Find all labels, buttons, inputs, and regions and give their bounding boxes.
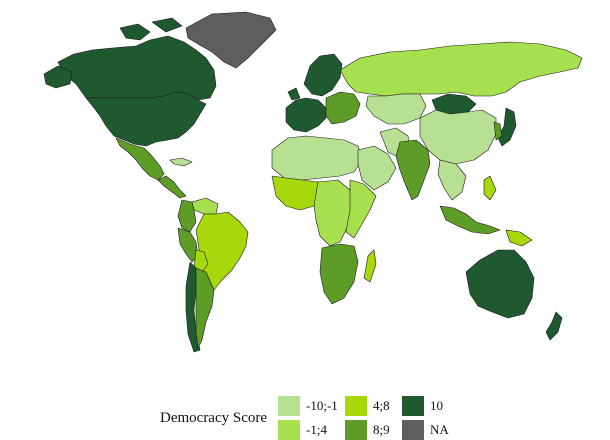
region-western-europe	[285, 87, 327, 133]
region-indonesia	[439, 205, 501, 235]
region-philippines	[483, 175, 497, 201]
region-central-america	[157, 175, 187, 199]
legend-swatch-5	[402, 396, 424, 416]
region-eastern-europe	[325, 91, 361, 125]
legend-title: Democracy Score	[160, 410, 268, 426]
region-usa	[43, 65, 207, 147]
region-venezuela	[191, 197, 219, 215]
region-cuba	[169, 157, 193, 167]
region-colombia	[177, 199, 197, 233]
region-russia	[339, 41, 583, 97]
region-scandinavia	[303, 53, 343, 97]
region-central-asia	[365, 93, 427, 125]
legend-label-3: 4;8	[373, 398, 390, 413]
region-greenland	[185, 11, 277, 69]
region-southern-africa	[319, 243, 359, 305]
region-bolivia	[193, 249, 209, 273]
region-north-africa	[271, 135, 363, 181]
region-arabian-peninsula	[357, 145, 397, 191]
region-india	[395, 139, 431, 201]
legend-swatch-1	[278, 396, 300, 416]
legend-swatch-4	[345, 420, 367, 440]
region-central-africa	[313, 179, 353, 247]
region-papua-new-guinea	[505, 229, 533, 247]
legend-swatch-3	[345, 396, 367, 416]
region-east-africa	[345, 179, 377, 239]
region-japan	[497, 107, 517, 147]
legend-label-5: 10	[430, 398, 443, 413]
legend-swatch-6	[402, 420, 424, 440]
legend-label-6: NA	[430, 422, 449, 437]
region-madagascar	[363, 249, 377, 283]
region-korea	[493, 121, 503, 141]
region-argentina	[195, 267, 215, 349]
region-china	[419, 109, 497, 165]
region-australia	[465, 249, 535, 319]
region-southeast-asia	[437, 159, 467, 201]
region-brazil	[195, 211, 249, 291]
legend-swatch-2	[278, 420, 300, 440]
legend-label-2: -1;4	[306, 422, 327, 437]
legend-label-1: -10;-1	[306, 398, 338, 413]
region-new-zealand	[545, 311, 563, 341]
legend-label-4: 8;9	[373, 422, 390, 437]
